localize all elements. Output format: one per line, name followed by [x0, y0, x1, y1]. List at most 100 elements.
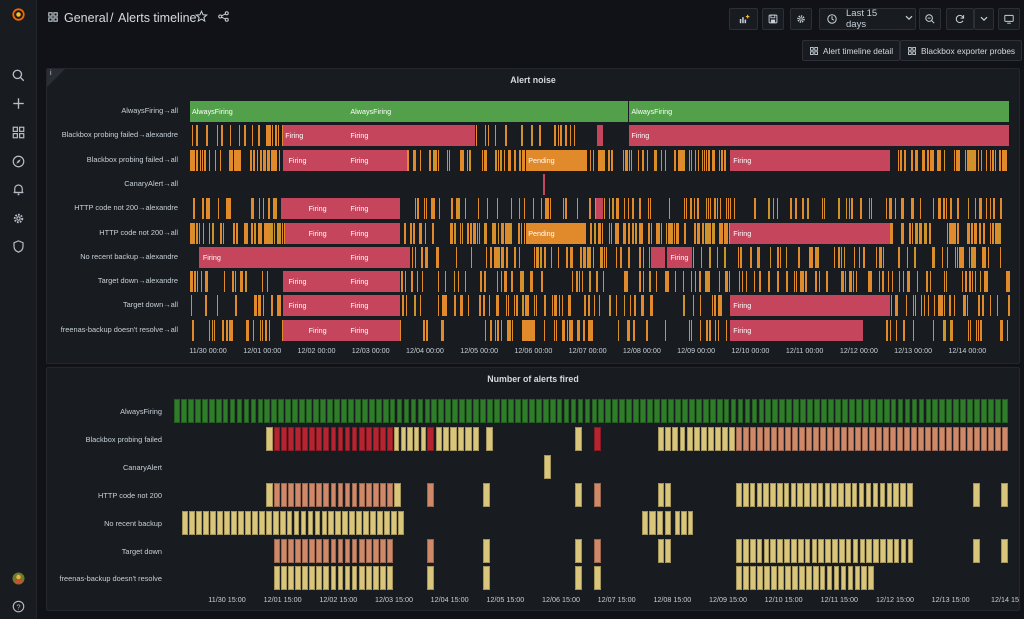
heatmap-cell[interactable]: [868, 566, 875, 591]
heatmap-cell[interactable]: [431, 399, 438, 423]
heatmap-cell[interactable]: [427, 538, 435, 563]
heatmap-cell[interactable]: [584, 399, 591, 423]
heatmap-cell[interactable]: [640, 399, 646, 423]
heatmap-cell[interactable]: [265, 426, 273, 451]
heatmap-cell[interactable]: [473, 399, 479, 423]
heatmap-cell[interactable]: [250, 399, 257, 423]
heatmap-cell[interactable]: [313, 399, 319, 423]
heatmap-cell[interactable]: [681, 399, 688, 423]
heatmap-cell[interactable]: [736, 426, 742, 451]
heatmap-cell[interactable]: [427, 426, 435, 451]
heatmap-cell[interactable]: [351, 482, 358, 507]
heatmap-cell[interactable]: [661, 399, 667, 423]
heatmap-cell[interactable]: [883, 426, 889, 451]
heatmap-cell[interactable]: [981, 399, 987, 423]
save-dashboard-button[interactable]: [762, 8, 784, 30]
heatmap-cell[interactable]: [786, 399, 793, 423]
heatmap-cell[interactable]: [835, 399, 841, 423]
heatmap-cell[interactable]: [535, 399, 542, 423]
heatmap-cell[interactable]: [859, 538, 866, 563]
heatmap-cell[interactable]: [330, 426, 337, 451]
heatmap-cell[interactable]: [995, 399, 1001, 423]
heatmap-cell[interactable]: [452, 399, 459, 423]
heatmap-cell[interactable]: [299, 399, 305, 423]
heatmap-cell[interactable]: [344, 566, 351, 591]
heatmap-cell[interactable]: [594, 538, 602, 563]
heatmap-cell[interactable]: [485, 426, 493, 451]
state-segment[interactable]: [729, 319, 863, 341]
heatmap-cell[interactable]: [528, 399, 535, 423]
heatmap-cell[interactable]: [785, 426, 791, 451]
heatmap-cell[interactable]: [337, 566, 344, 591]
heatmap-cell[interactable]: [749, 538, 756, 563]
breadcrumb-folder[interactable]: General: [64, 11, 109, 25]
bell-icon[interactable]: [7, 178, 29, 200]
heatmap-cell[interactable]: [750, 426, 756, 451]
heatmap-cell[interactable]: [658, 426, 665, 451]
heatmap-cell[interactable]: [967, 399, 973, 423]
heatmap-cell[interactable]: [274, 566, 281, 591]
heatmap-cell[interactable]: [946, 426, 952, 451]
state-segment[interactable]: [595, 198, 604, 220]
heatmap-cell[interactable]: [501, 399, 507, 423]
heatmap-cell[interactable]: [201, 399, 208, 423]
heatmap-cell[interactable]: [806, 426, 812, 451]
heatmap-cell[interactable]: [872, 482, 879, 507]
heatmap-cell[interactable]: [811, 538, 818, 563]
heatmap-cell[interactable]: [729, 426, 736, 451]
grafana-logo-icon[interactable]: [7, 3, 29, 25]
heatmap-cell[interactable]: [619, 399, 626, 423]
heatmap-cell[interactable]: [300, 510, 307, 535]
heatmap-cell[interactable]: [574, 482, 582, 507]
heatmap-cell[interactable]: [848, 399, 855, 423]
state-segment[interactable]: [283, 295, 401, 317]
heatmap-cell[interactable]: [658, 538, 665, 563]
heatmap-cell[interactable]: [819, 566, 826, 591]
heatmap-cell[interactable]: [981, 426, 987, 451]
heatmap-cell[interactable]: [679, 426, 686, 451]
heatmap-cell[interactable]: [271, 399, 278, 423]
heatmap-cell[interactable]: [612, 399, 619, 423]
share-icon[interactable]: [217, 10, 230, 26]
heatmap-cell[interactable]: [508, 399, 514, 423]
heatmap-cell[interactable]: [231, 510, 237, 535]
heatmap-cell[interactable]: [847, 566, 854, 591]
heatmap-cell[interactable]: [372, 538, 379, 563]
heatmap-cell[interactable]: [410, 399, 417, 423]
heatmap-cell[interactable]: [821, 399, 827, 423]
heatmap-cell[interactable]: [372, 566, 379, 591]
heatmap-cell[interactable]: [591, 399, 598, 423]
heatmap-cell[interactable]: [384, 510, 390, 535]
heatmap-cell[interactable]: [722, 426, 728, 451]
heatmap-cell[interactable]: [805, 566, 812, 591]
heatmap-cell[interactable]: [664, 510, 672, 535]
heatmap-cell[interactable]: [763, 538, 770, 563]
heatmap-cell[interactable]: [309, 482, 316, 507]
heatmap-cell[interactable]: [883, 399, 890, 423]
heatmap-cell[interactable]: [743, 566, 749, 591]
heatmap-cell[interactable]: [337, 426, 344, 451]
heatmap-cell[interactable]: [770, 538, 777, 563]
heatmap-cell[interactable]: [897, 399, 904, 423]
heatmap-cell[interactable]: [334, 399, 340, 423]
heatmap-cell[interactable]: [842, 399, 848, 423]
heatmap-cell[interactable]: [377, 510, 383, 535]
heatmap-cell[interactable]: [827, 426, 833, 451]
heatmap-cell[interactable]: [365, 426, 372, 451]
heatmap-cell[interactable]: [210, 510, 216, 535]
heatmap-cell[interactable]: [217, 510, 223, 535]
heatmap-cell[interactable]: [236, 399, 243, 423]
heatmap-cell[interactable]: [316, 538, 323, 563]
heatmap-cell[interactable]: [730, 399, 737, 423]
heatmap-cell[interactable]: [812, 566, 819, 591]
heatmap-cell[interactable]: [514, 399, 521, 423]
heatmap-cell[interactable]: [771, 566, 777, 591]
heatmap-cell[interactable]: [577, 399, 584, 423]
state-segment[interactable]: [199, 246, 410, 268]
heatmap-cell[interactable]: [286, 510, 293, 535]
heatmap-cell[interactable]: [337, 538, 344, 563]
heatmap-cell[interactable]: [482, 482, 491, 507]
heatmap-cell[interactable]: [278, 399, 285, 423]
heatmap-cell[interactable]: [386, 538, 393, 563]
heatmap-cell[interactable]: [804, 538, 811, 563]
